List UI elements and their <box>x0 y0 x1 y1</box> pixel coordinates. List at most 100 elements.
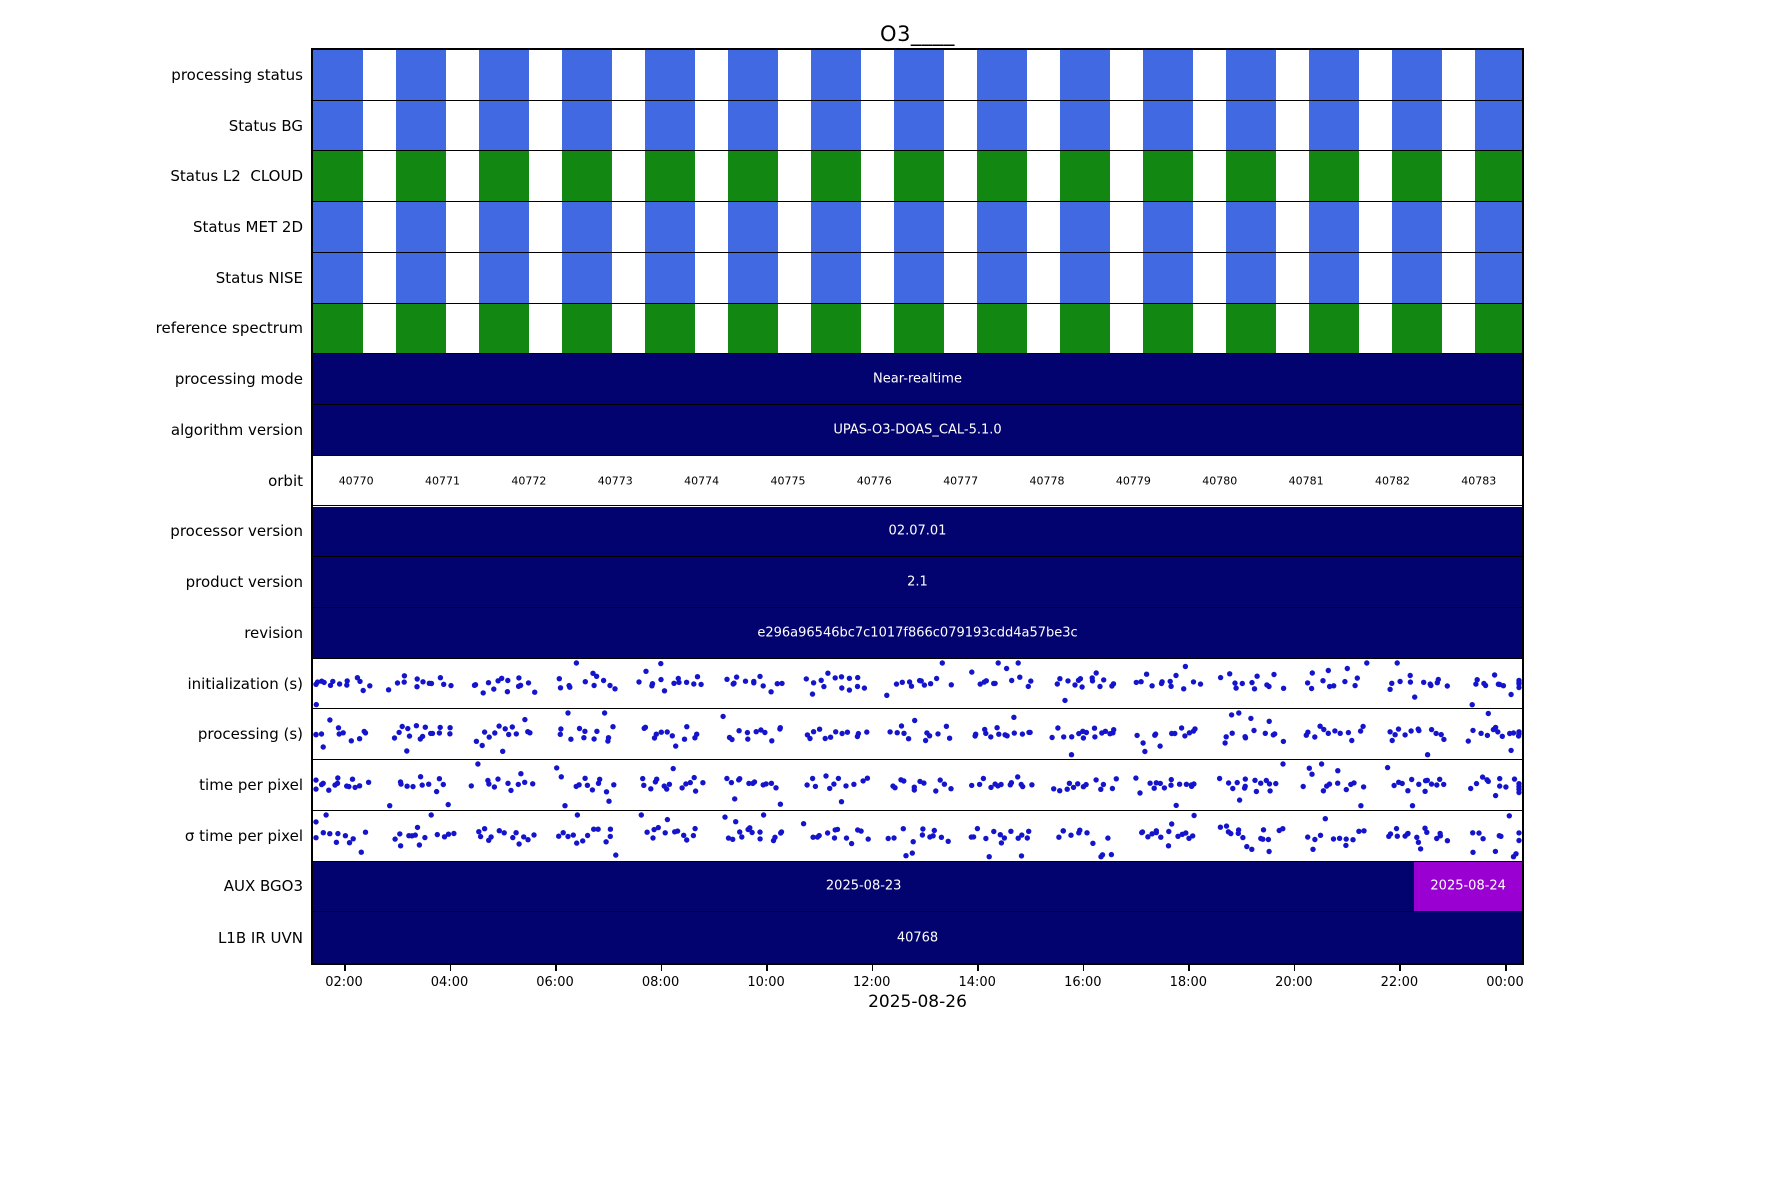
coverage-block <box>645 100 695 151</box>
coverage-block <box>811 100 861 151</box>
row-status-nise: Status NISE <box>216 252 1522 304</box>
coverage-block <box>1060 252 1110 303</box>
coverage-block <box>977 50 1027 100</box>
value-bar: 2025-08-23 <box>313 861 1415 912</box>
orbit-number: 40778 <box>1029 474 1065 488</box>
orbit-number: 40775 <box>770 474 806 488</box>
value-segment: 2025-08-24 <box>1414 861 1522 912</box>
x-tick-label: 14:00 <box>958 975 996 990</box>
row-track: 40768 <box>313 912 1522 963</box>
coverage-block <box>645 202 695 252</box>
x-tick-label: 06:00 <box>536 975 574 990</box>
orbit-number: 40777 <box>943 474 979 488</box>
coverage-block <box>645 151 695 202</box>
timing-scatter <box>313 812 1522 860</box>
x-tick-label: 08:00 <box>641 975 680 990</box>
row-label-product-version: product version <box>185 573 303 592</box>
row-track: 2025-08-23 2025-08-24 <box>313 861 1522 912</box>
row-track: 2.1 <box>313 557 1522 607</box>
row-algorithm-version: UPAS-O3-DOAS_CAL-5.1.0 algorithm version <box>171 405 1522 456</box>
coverage-block <box>396 50 446 100</box>
row-label-processing-mode: processing mode <box>174 370 303 389</box>
coverage-block <box>1475 303 1522 354</box>
row-initialization-s: initialization (s) <box>187 658 1522 710</box>
value-bar: e296a96546bc7c1017f866c079193cdd4a57be3c <box>313 607 1522 658</box>
x-tick-mark <box>1399 964 1401 971</box>
row-label-processing-status: processing status <box>171 65 303 84</box>
coverage-block <box>1475 202 1522 252</box>
row-label-processor-version: processor version <box>170 522 303 541</box>
coverage-block <box>562 100 612 151</box>
value-bar: UPAS-O3-DOAS_CAL-5.1.0 <box>313 405 1522 455</box>
coverage-block <box>894 303 944 354</box>
row-processing-s: processing (s) <box>198 709 1522 761</box>
x-axis-label: 2025-08-26 <box>868 992 967 1012</box>
coverage-block <box>1392 202 1442 252</box>
x-tick-label: 04:00 <box>430 975 469 990</box>
row-time-per-pixel: σ time per pixel <box>185 810 1522 862</box>
orbit-number: 40771 <box>425 474 460 488</box>
coverage-block <box>1226 202 1276 252</box>
coverage-block <box>1060 151 1110 202</box>
row-orbit: 40770 40771 40772 40773 40774 40775 40776 40777… <box>268 455 1522 507</box>
coverage-block <box>562 151 612 202</box>
row-label-revision: revision <box>244 623 303 642</box>
coverage-block <box>1143 303 1193 354</box>
value-text: 40768 <box>896 930 939 946</box>
coverage-block <box>1309 252 1359 303</box>
row-track <box>313 100 1522 151</box>
coverage-block <box>479 50 529 100</box>
x-tick-mark <box>1505 964 1507 971</box>
x-tick-label: 20:00 <box>1275 975 1313 990</box>
row-label-orbit: orbit <box>268 471 303 490</box>
x-tick-label: 18:00 <box>1169 975 1208 990</box>
coverage-block <box>1226 252 1276 303</box>
row-label-status-bg: Status BG <box>228 116 303 135</box>
coverage-block <box>811 202 861 252</box>
row-track <box>313 810 1522 861</box>
orbit-number: 40783 <box>1461 474 1497 488</box>
coverage-block <box>1143 50 1193 100</box>
coverage-block <box>1060 50 1110 100</box>
row-label-status-met-2d: Status MET 2D <box>192 218 303 237</box>
value-text: 02.07.01 <box>888 523 947 539</box>
row-track: 02.07.01 <box>313 506 1522 557</box>
coverage-block <box>1392 50 1442 100</box>
x-tick-label: 02:00 <box>325 975 363 990</box>
row-label-l1b-ir-uvn: L1B IR UVN <box>217 928 303 947</box>
coverage-block <box>562 303 612 354</box>
coverage-block <box>1309 303 1359 354</box>
coverage-block <box>1226 100 1276 151</box>
coverage-block <box>1475 252 1522 303</box>
coverage-block <box>396 151 446 202</box>
coverage-block <box>1143 151 1193 202</box>
row-label-algorithm-version: algorithm version <box>170 420 303 439</box>
row-label-status-l2-cloud: Status L2 CLOUD <box>170 167 303 186</box>
row-label-reference-spectrum: reference spectrum <box>155 319 303 338</box>
coverage-block <box>562 252 612 303</box>
coverage-block <box>1309 100 1359 151</box>
coverage-block <box>1060 303 1110 354</box>
coverage-block <box>1475 50 1522 100</box>
row-status-met-2d: Status MET 2D <box>193 202 1522 253</box>
row-aux-bgo3: 2025-08-23 2025-08-24 AUX BGO3 <box>224 861 1522 913</box>
coverage-block <box>396 252 446 303</box>
x-tick-label: 22:00 <box>1380 975 1419 990</box>
row-track <box>313 709 1522 760</box>
row-status-l2-cloud: Status L2 CLOUD <box>170 151 1522 203</box>
coverage-block <box>1392 252 1442 303</box>
coverage-block <box>562 202 612 252</box>
row-track <box>313 50 1522 100</box>
coverage-block <box>728 151 778 202</box>
coverage-block <box>313 50 363 100</box>
chart-title: O3____ <box>880 22 955 46</box>
row-processor-version: 02.07.01 processor version <box>170 506 1522 558</box>
coverage-block <box>1475 100 1522 151</box>
x-tick-label: 10:00 <box>747 975 785 990</box>
coverage-block <box>396 202 446 252</box>
x-tick-mark <box>449 964 451 971</box>
value-text: 2025-08-23 <box>825 878 902 894</box>
coverage-block <box>313 303 363 354</box>
coverage-block <box>728 303 778 354</box>
plot-area: processing status Status BG Status L2 CLOU… <box>156 48 1524 965</box>
